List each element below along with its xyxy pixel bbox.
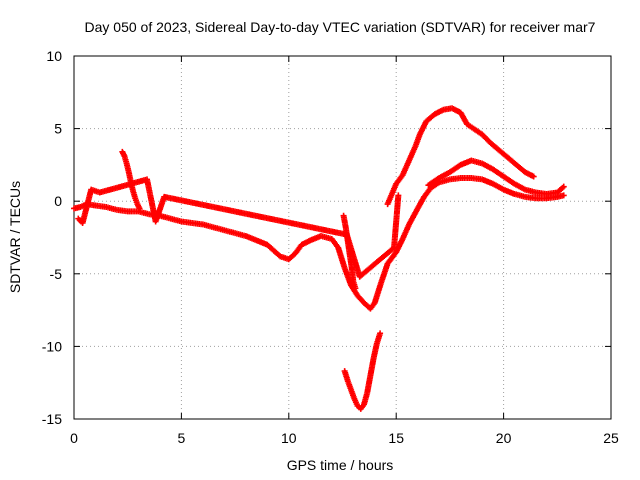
x-axis-tick-labels: 0 5 10 15 20 25 [70,430,619,446]
axis-ticks [73,55,612,420]
grid [74,56,611,419]
plot-frame [73,55,612,420]
chart-title: Day 050 of 2023, Sidereal Day-to-day VTE… [85,19,596,35]
data-point [377,330,384,337]
data-points [71,105,567,412]
y-tick-label: -10 [42,338,62,354]
series-main-track [71,174,567,312]
series-scatter-points [75,176,402,280]
x-axis-label: GPS time / hours [287,457,394,473]
y-tick-label: 5 [54,121,62,137]
x-tick-label: 0 [70,430,78,446]
x-tick-label: 5 [178,430,186,446]
data-point [560,192,567,199]
x-tick-label: 25 [603,430,619,446]
series-spike-2h [119,148,143,212]
y-axis-label: SDTVAR / TECUs [7,181,23,293]
y-tick-label: 10 [46,48,62,64]
series-low-cluster [341,330,384,412]
data-point [352,285,359,292]
data-point [530,173,537,180]
data-point [395,192,402,199]
x-tick-label: 20 [496,430,512,446]
x-tick-label: 15 [388,430,404,446]
y-tick-label: -15 [42,411,62,427]
data-point [560,183,567,190]
series-upper-track [384,105,537,208]
y-tick-label: -5 [50,266,63,282]
y-tick-label: 0 [54,193,62,209]
series-mid-track [425,157,567,197]
x-tick-label: 10 [281,430,297,446]
y-axis-tick-labels: 10 5 0 -5 -10 -15 [42,48,62,427]
data-point [136,205,143,212]
